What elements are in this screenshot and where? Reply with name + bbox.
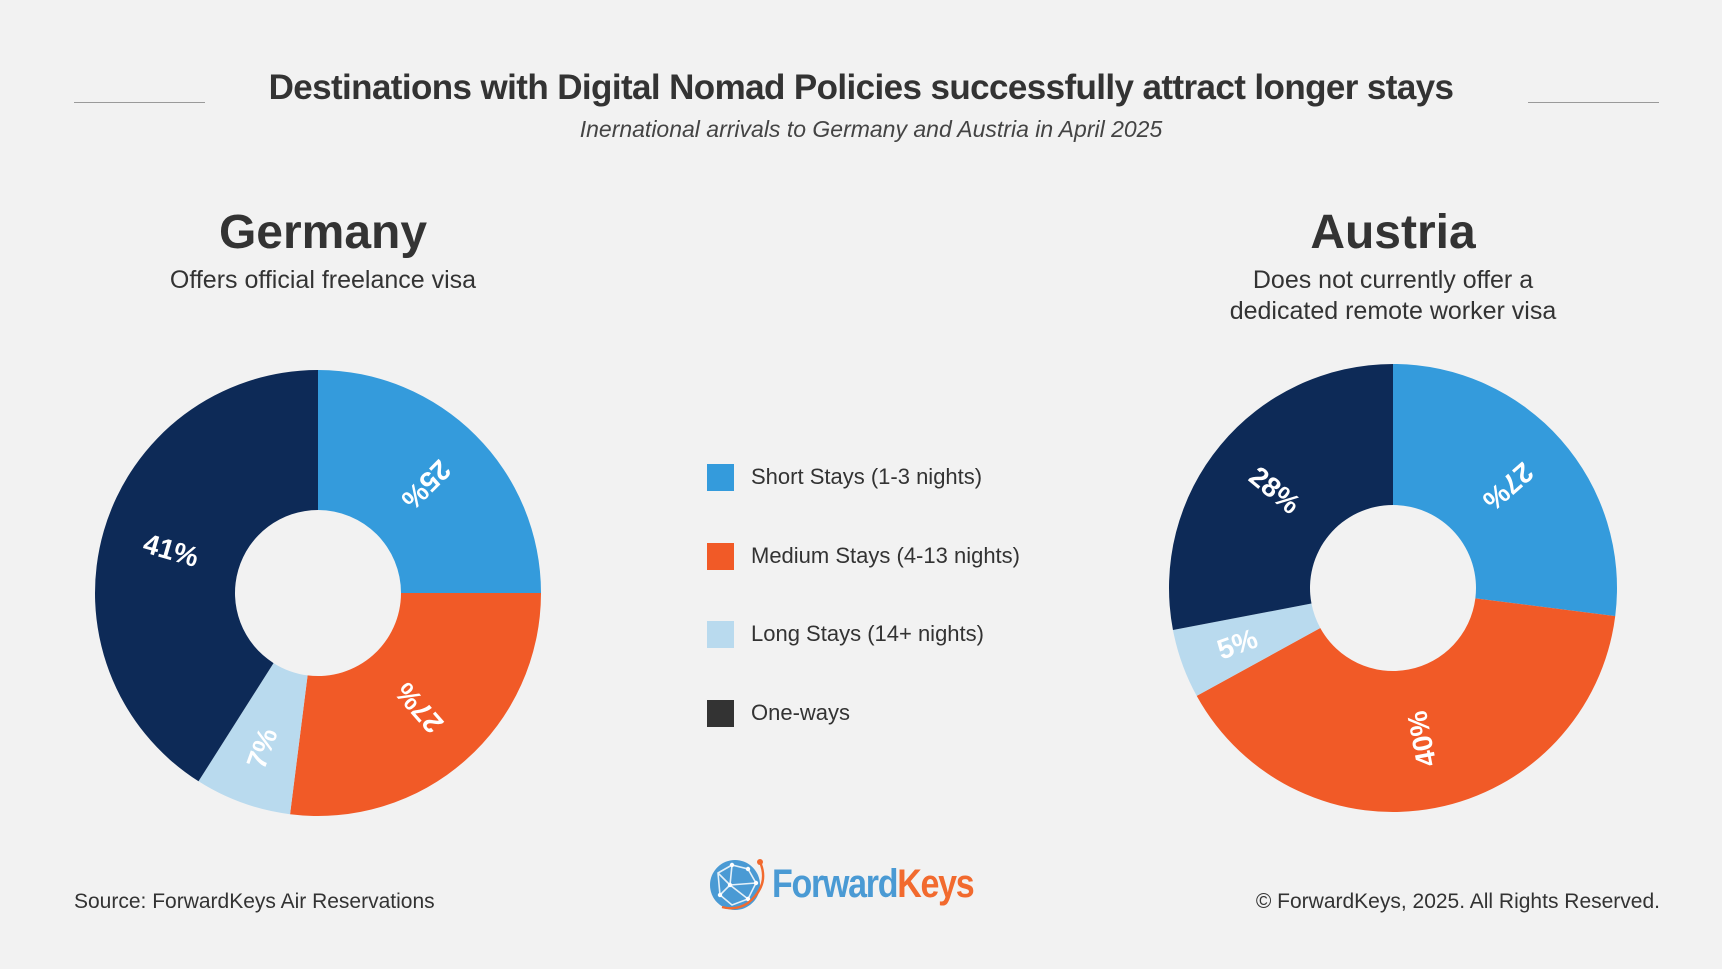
austria-donut: 27%40%5%28% xyxy=(1169,364,1617,813)
copyright-note: © ForwardKeys, 2025. All Rights Reserved… xyxy=(1255,890,1660,913)
germany-slice-oneways xyxy=(94,370,318,782)
germany-slice-medium xyxy=(290,593,541,817)
chart-title: Destinations with Digital Nomad Policies… xyxy=(268,68,1454,107)
legend-item-long: Long Stays (14+ nights) xyxy=(707,621,1020,700)
germany-slice-short xyxy=(318,370,541,593)
legend-item-short: Short Stays (1-3 nights) xyxy=(707,464,1020,543)
source-note: Source: ForwardKeys Air Reservations xyxy=(74,890,435,913)
germany-donut: 25%27%7%41% xyxy=(94,370,541,817)
legend: Short Stays (1-3 nights) Medium Stays (4… xyxy=(707,464,1020,778)
austria-subtitle-line-2: dedicated remote worker visa xyxy=(1229,297,1557,325)
forwardkeys-logo: ForwardKeys xyxy=(708,855,1009,913)
legend-swatch-medium xyxy=(707,542,734,570)
legend-label-oneways: One-ways xyxy=(751,699,851,725)
germany-subtitle: Offers official freelance visa xyxy=(169,266,477,294)
legend-swatch-oneways xyxy=(707,699,734,727)
title-rule-right xyxy=(1528,102,1659,103)
legend-label-short: Short Stays (1-3 nights) xyxy=(751,464,983,489)
austria-slice-short xyxy=(1393,364,1617,617)
legend-swatch-short xyxy=(707,464,734,491)
globe-icon xyxy=(710,859,765,910)
legend-label-long: Long Stays (14+ nights) xyxy=(751,621,984,646)
logo-word-keys: Keys xyxy=(897,861,974,906)
austria-subtitle-line-1: Does not currently offer a xyxy=(1252,266,1534,294)
legend-label-medium: Medium Stays (4-13 nights) xyxy=(751,542,1020,568)
austria-subtitle: Does not currently offer a dedicated rem… xyxy=(1143,265,1643,327)
germany-slice-long xyxy=(198,663,308,815)
austria-slice-oneways xyxy=(1169,364,1393,630)
logo-wordmark: ForwardKeys xyxy=(772,861,975,907)
legend-item-medium: Medium Stays (4-13 nights) xyxy=(707,542,1020,622)
chart-subtitle: Inernational arrivals to Germany and Aus… xyxy=(579,116,1163,142)
germany-title: Germany xyxy=(218,206,428,259)
legend-item-oneways: One-ways xyxy=(707,699,1020,779)
logo-word-forward: Forward xyxy=(772,861,898,906)
legend-swatch-long xyxy=(707,621,734,648)
title-rule-left xyxy=(74,102,205,103)
austria-title: Austria xyxy=(1310,206,1476,259)
austria-slice-medium xyxy=(1196,598,1616,813)
austria-slice-long xyxy=(1172,603,1321,696)
